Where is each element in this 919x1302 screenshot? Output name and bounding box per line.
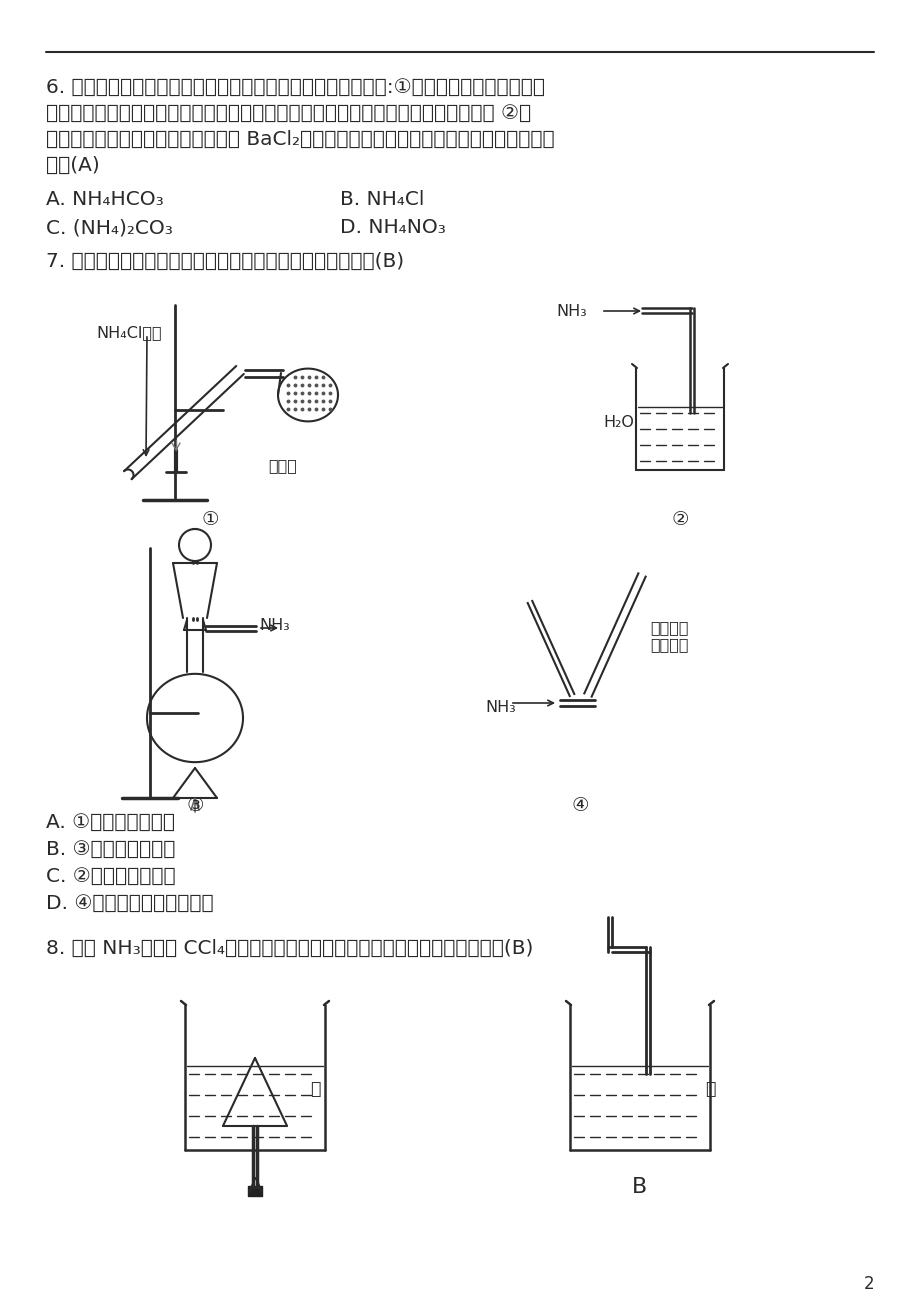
Text: 石蕊试纸: 石蕊试纸 bbox=[650, 637, 687, 652]
Text: H₂O: H₂O bbox=[603, 415, 633, 430]
Text: A. ①是氨气发生装置: A. ①是氨气发生装置 bbox=[46, 812, 175, 832]
Text: NH₃: NH₃ bbox=[259, 618, 289, 633]
Text: C. ②是氨气吸收装置: C. ②是氨气吸收装置 bbox=[46, 867, 176, 885]
Text: D. ④是氨气收集、检验装置: D. ④是氨气收集、检验装置 bbox=[46, 894, 213, 913]
Text: 分是(A): 分是(A) bbox=[46, 156, 99, 174]
Text: 6. 为检验一种氮肥的成分，某学习小组的同学进行了以下实验:①加热氮肥样品生成两种气: 6. 为检验一种氮肥的成分，某学习小组的同学进行了以下实验:①加热氮肥样品生成两… bbox=[46, 78, 544, 98]
Text: B. NH₄Cl: B. NH₄Cl bbox=[340, 190, 424, 210]
Text: ②: ② bbox=[671, 510, 688, 529]
Text: 水: 水 bbox=[310, 1079, 320, 1098]
Text: NH₃: NH₃ bbox=[555, 303, 586, 319]
Text: 2: 2 bbox=[862, 1275, 873, 1293]
Text: 少量该氮肥样品溶于水，并加入少量 BaCl₂溶液，没有明显变化。由此可知该氮肥的主要成: 少量该氮肥样品溶于水，并加入少量 BaCl₂溶液，没有明显变化。由此可知该氮肥的… bbox=[46, 130, 554, 148]
Text: A: A bbox=[247, 1177, 262, 1197]
Text: ③: ③ bbox=[186, 796, 203, 815]
Text: B. ③是氨气发生装置: B. ③是氨气发生装置 bbox=[46, 840, 176, 859]
Text: 7. 实验室制取少量干燥的氨气涉及下列装置，其中正确的是(B): 7. 实验室制取少量干燥的氨气涉及下列装置，其中正确的是(B) bbox=[46, 253, 403, 271]
Text: D. NH₄NO₃: D. NH₄NO₃ bbox=[340, 217, 446, 237]
Text: 湿润红色: 湿润红色 bbox=[650, 620, 687, 635]
Text: 碱石灰: 碱石灰 bbox=[267, 458, 297, 473]
Text: ④: ④ bbox=[571, 796, 588, 815]
Text: B: B bbox=[631, 1177, 647, 1197]
Text: ①: ① bbox=[201, 510, 219, 529]
Text: NH₃: NH₃ bbox=[484, 700, 516, 715]
Text: A. NH₄HCO₃: A. NH₄HCO₃ bbox=[46, 190, 164, 210]
Text: 体，其中一种气体能使湿润的红色石蕊试纸变蓝，另一种气体能使澄清石灰水变浑浊 ②取: 体，其中一种气体能使湿润的红色石蕊试纸变蓝，另一种气体能使澄清石灰水变浑浊 ②取 bbox=[46, 104, 530, 122]
Text: NH₄Cl固体: NH₄Cl固体 bbox=[96, 326, 162, 340]
Text: 水: 水 bbox=[704, 1079, 715, 1098]
Text: C. (NH₄)₂CO₃: C. (NH₄)₂CO₃ bbox=[46, 217, 173, 237]
Text: 8. 已知 NH₃难溶于 CCl₄，如下图所示，下列装置中，不宜用于吸收氨气的是(B): 8. 已知 NH₃难溶于 CCl₄，如下图所示，下列装置中，不宜用于吸收氨气的是… bbox=[46, 939, 533, 958]
